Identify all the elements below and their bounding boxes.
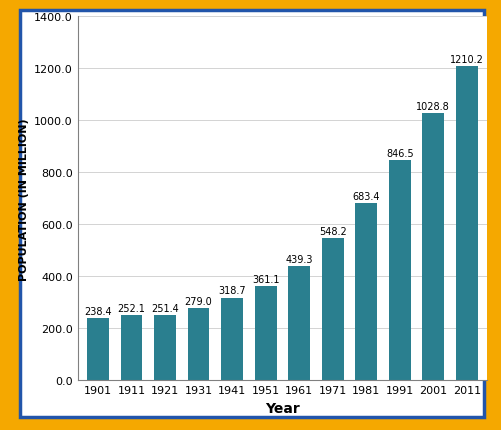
Text: 548.2: 548.2 [318, 226, 346, 236]
Bar [421, 114, 443, 381]
Bar [187, 308, 209, 381]
Bar [254, 287, 276, 381]
Text: 318.7: 318.7 [218, 286, 245, 296]
X-axis label: Year: Year [265, 401, 299, 415]
Text: 1210.2: 1210.2 [449, 55, 483, 64]
Bar [388, 161, 410, 381]
Bar [355, 203, 376, 381]
Bar [288, 267, 310, 381]
Bar [87, 319, 109, 381]
Text: 279.0: 279.0 [184, 296, 212, 306]
Text: 846.5: 846.5 [385, 149, 413, 159]
Text: 1028.8: 1028.8 [415, 101, 449, 111]
Text: 252.1: 252.1 [117, 303, 145, 313]
Bar [455, 67, 477, 381]
Text: 683.4: 683.4 [352, 191, 379, 201]
Text: 238.4: 238.4 [84, 307, 112, 316]
Bar [221, 298, 242, 381]
Text: 361.1: 361.1 [252, 275, 279, 285]
Bar [120, 315, 142, 381]
Bar [154, 315, 175, 381]
Y-axis label: POPULATION (IN MILLION): POPULATION (IN MILLION) [19, 118, 29, 280]
Bar [321, 238, 343, 381]
Text: 439.3: 439.3 [285, 255, 312, 264]
Text: 251.4: 251.4 [151, 303, 178, 313]
